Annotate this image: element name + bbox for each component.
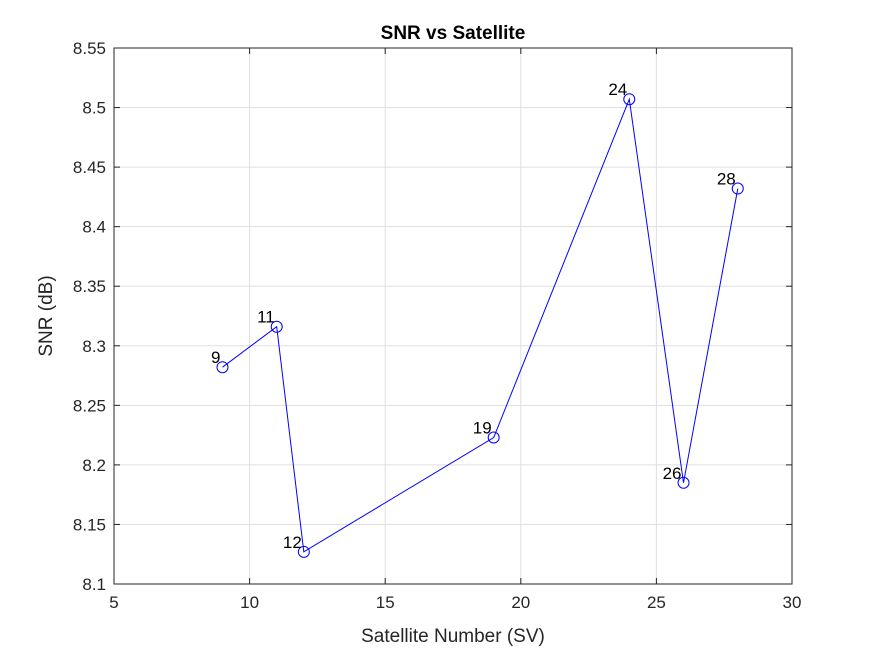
x-tick-label: 20 — [511, 593, 530, 612]
series-line — [222, 97, 739, 553]
data-point-marker — [623, 93, 636, 106]
data-series — [216, 93, 744, 558]
data-point-label: 9 — [211, 348, 220, 367]
data-point-marker — [270, 320, 283, 333]
y-tick-label: 8.5 — [82, 99, 106, 118]
axes-box — [113, 47, 793, 585]
data-point-marker — [677, 476, 690, 489]
grid-lines — [113, 47, 793, 585]
data-point-marker — [216, 361, 229, 374]
data-point-marker — [487, 431, 500, 444]
x-axis-title: Satellite Number (SV) — [361, 626, 545, 647]
data-point-label: 12 — [283, 533, 302, 552]
data-point-label: 28 — [717, 170, 736, 189]
y-tick-label: 8.45 — [73, 158, 106, 177]
x-tick-label: 15 — [376, 593, 395, 612]
y-tick-label: 8.3 — [82, 337, 106, 356]
data-point-label: 26 — [663, 464, 682, 483]
chart-title: SNR vs Satellite — [381, 23, 526, 44]
y-axis-title: SNR (dB) — [36, 275, 57, 356]
x-tick-label: 10 — [240, 593, 259, 612]
y-tick-label: 8.1 — [82, 575, 106, 594]
y-tick-label: 8.35 — [73, 277, 106, 296]
axis-ticks: 5 10 15 20 25 30 8.1 8.15 8.2 8.25 8.3 8.35 8.4 8.45 8… — [73, 39, 802, 612]
x-tick-label: 30 — [783, 593, 802, 612]
y-tick-label: 8.55 — [73, 39, 106, 58]
data-point-label: 24 — [608, 80, 627, 99]
data-point-label: 11 — [257, 308, 275, 327]
x-tick-label: 25 — [647, 593, 666, 612]
plot-area — [114, 48, 792, 584]
x-tick-label: 5 — [109, 593, 118, 612]
data-point-marker — [731, 182, 744, 195]
y-tick-label: 8.2 — [82, 456, 106, 475]
y-tick-label: 8.4 — [82, 218, 106, 237]
data-point-label: 19 — [473, 418, 492, 437]
y-tick-label: 8.25 — [73, 396, 106, 415]
y-tick-label: 8.15 — [73, 515, 106, 534]
data-point-marker — [297, 545, 310, 558]
point-labels: 9 11 12 19 24 26 28 — [211, 80, 736, 552]
